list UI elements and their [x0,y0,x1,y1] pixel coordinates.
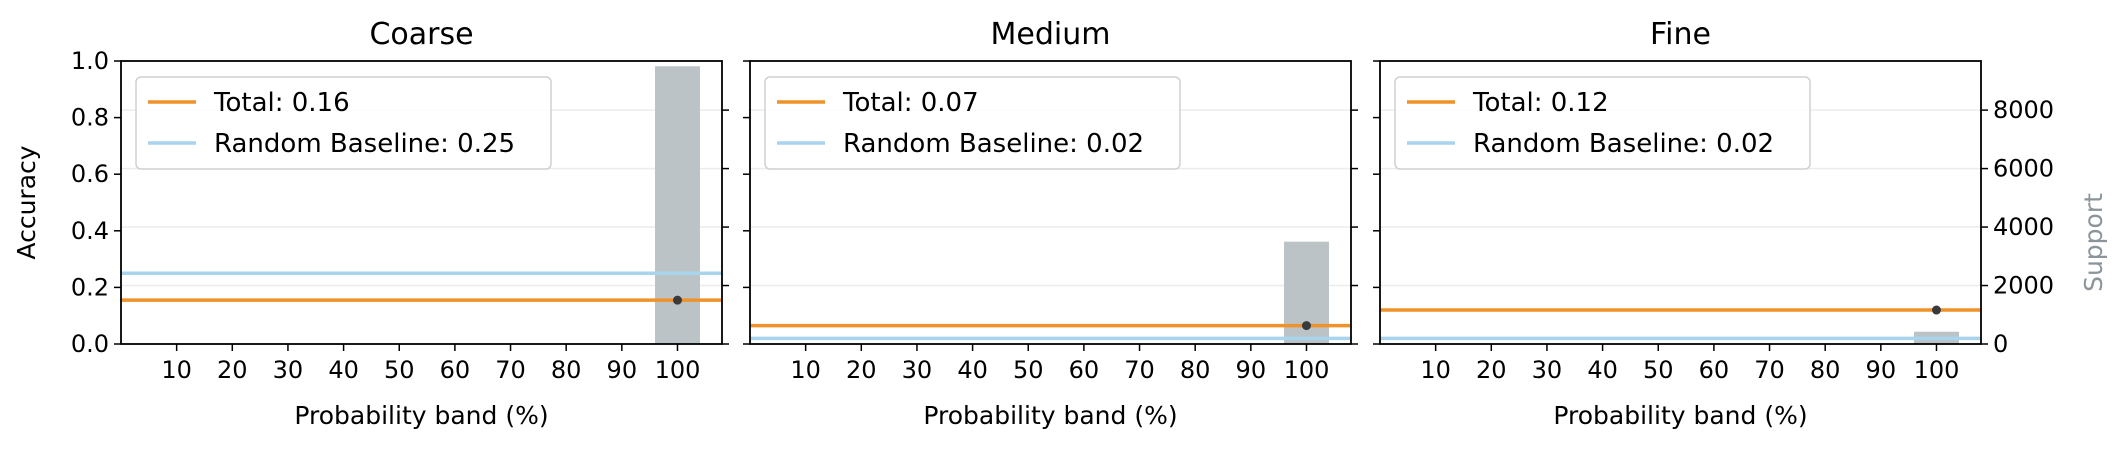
x-tick-label: 60 [1699,356,1730,384]
x-tick-label: 40 [957,356,988,384]
x-tick-label: 10 [161,356,192,384]
x-tick-label: 100 [655,356,701,384]
x-tick-label: 30 [902,356,933,384]
panel-title: Coarse [369,17,473,52]
x-tick-label: 70 [1754,356,1785,384]
support-axis-label: Support [2079,193,2108,292]
accuracy-point [1301,321,1311,331]
legend-entry-baseline: Random Baseline: 0.02 [843,129,1144,159]
legend-entry-total: Total: 0.12 [1472,88,1609,118]
x-tick-label: 20 [1476,356,1507,384]
x-tick-label: 50 [1643,356,1674,384]
x-tick-label: 10 [790,356,821,384]
support-tick-label: 6000 [1993,155,2054,183]
x-axis-label: Probability band (%) [1553,401,1807,430]
x-tick-label: 30 [1532,356,1563,384]
legend-entry-baseline: Random Baseline: 0.25 [214,129,515,159]
x-tick-label: 10 [1420,356,1451,384]
plot-frame [749,60,1352,345]
x-tick-label: 100 [1914,356,1960,384]
legend-entry-total: Total: 0.16 [213,88,350,118]
x-tick-label: 50 [1013,356,1044,384]
accuracy-point [1931,305,1941,315]
x-tick-label: 70 [495,356,526,384]
y-tick-label: 0.6 [71,160,109,188]
legend-box [135,76,552,170]
x-tick-label: 20 [846,356,877,384]
legend-box [1394,76,1811,170]
y-tick-label: 1.0 [71,47,109,75]
panel-fine: 10 20 30 40 50 60 70 80 90 100 0 2000 4000 6000 8000 Fi… [1373,17,2108,430]
x-tick-label: 50 [384,356,415,384]
panel-title: Fine [1650,17,1711,52]
x-tick-label: 90 [1866,356,1897,384]
x-axis-label: Probability band (%) [294,401,548,430]
y-tick-label: 0.0 [71,330,109,358]
panel-medium: 10 20 30 40 50 60 70 80 90 100 Medium Probability b… [743,17,1358,430]
x-tick-label: 20 [217,356,248,384]
x-tick-label: 60 [440,356,471,384]
y-tick-label: 0.8 [71,104,109,132]
x-tick-label: 100 [1284,356,1330,384]
x-tick-label: 60 [1069,356,1100,384]
legend-box [764,76,1181,170]
legend-entry-total: Total: 0.07 [842,88,979,118]
y-tick-label: 0.2 [71,273,109,301]
x-tick-label: 40 [1587,356,1618,384]
plot-frame [1379,60,1982,345]
x-tick-label: 40 [328,356,359,384]
legend: Total: 0.07 Random Baseline: 0.02 [764,76,1181,170]
support-tick-label: 4000 [1993,213,2054,241]
legend: Total: 0.16 Random Baseline: 0.25 [135,76,552,170]
panel-coarse: 10 20 30 40 50 60 70 80 90 100 0.0 0.2 0.4 0.6 0.8 1.0 C… [12,17,729,430]
support-tick-label: 2000 [1993,272,2054,300]
x-tick-label: 80 [1180,356,1211,384]
panel-title: Medium [991,17,1111,52]
y-axis-label: Accuracy [12,145,41,259]
x-tick-label: 90 [1236,356,1267,384]
support-tick-label: 8000 [1993,96,2054,124]
x-tick-label: 80 [1810,356,1841,384]
accuracy-point [672,295,682,305]
x-axis-label: Probability band (%) [923,401,1177,430]
support-tick-label: 0 [1993,330,2008,358]
x-tick-label: 80 [551,356,582,384]
x-tick-label: 70 [1124,356,1155,384]
x-tick-label: 90 [607,356,638,384]
y-tick-label: 0.4 [71,217,109,245]
legend: Total: 0.12 Random Baseline: 0.02 [1394,76,1811,170]
x-tick-label: 30 [273,356,304,384]
plot-frame [120,60,723,345]
legend-entry-baseline: Random Baseline: 0.02 [1473,129,1774,159]
